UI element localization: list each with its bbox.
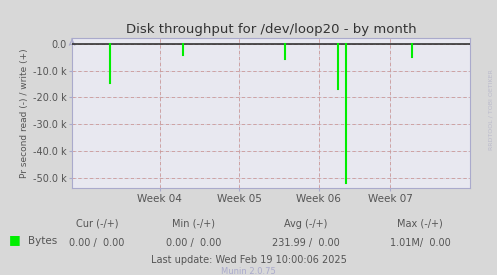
Y-axis label: Pr second read (-) / write (+): Pr second read (-) / write (+) (19, 49, 29, 178)
Text: Min (-/+): Min (-/+) (172, 219, 215, 229)
Text: 1.01M/  0.00: 1.01M/ 0.00 (390, 238, 450, 248)
Text: RRDTOOL / TOBI OETIKER: RRDTOOL / TOBI OETIKER (489, 70, 494, 150)
Text: Munin 2.0.75: Munin 2.0.75 (221, 267, 276, 275)
Text: Bytes: Bytes (28, 236, 58, 246)
Text: 0.00 /  0.00: 0.00 / 0.00 (69, 238, 125, 248)
Text: Last update: Wed Feb 19 10:00:06 2025: Last update: Wed Feb 19 10:00:06 2025 (151, 255, 346, 265)
Text: 231.99 /  0.00: 231.99 / 0.00 (272, 238, 339, 248)
Text: Cur (-/+): Cur (-/+) (76, 219, 118, 229)
Text: 0.00 /  0.00: 0.00 / 0.00 (166, 238, 222, 248)
Text: Avg (-/+): Avg (-/+) (284, 219, 328, 229)
Text: Max (-/+): Max (-/+) (397, 219, 443, 229)
Text: ■: ■ (9, 233, 21, 246)
Title: Disk throughput for /dev/loop20 - by month: Disk throughput for /dev/loop20 - by mon… (126, 23, 416, 36)
